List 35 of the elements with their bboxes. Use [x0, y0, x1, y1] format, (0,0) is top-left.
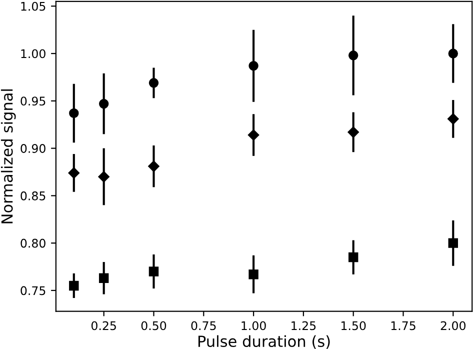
x-tick-label: 1.00	[242, 321, 266, 330]
point	[348, 126, 359, 138]
point	[348, 252, 358, 262]
point	[248, 129, 260, 141]
point	[98, 273, 109, 283]
x-axis-title: Pulse duration (s)	[198, 335, 330, 349]
point	[248, 269, 258, 280]
y-tick-label: 0.75	[20, 286, 46, 296]
x-tick-label: 1.50	[341, 321, 366, 330]
point	[248, 60, 258, 71]
y-tick-label: 0.80	[20, 238, 46, 248]
y-axis-title: Normalized signal	[0, 89, 16, 224]
x-tick-label: 1.25	[292, 321, 316, 330]
point	[448, 48, 458, 58]
x-tick-label: 0.75	[191, 321, 216, 330]
point	[68, 167, 80, 179]
y-tick-label: 0.85	[20, 191, 46, 200]
y-tick-label: 0.90	[20, 144, 46, 153]
x-tick-label: 2.00	[440, 321, 466, 330]
y-tick-label: 0.95	[20, 96, 46, 106]
point	[348, 50, 358, 60]
point	[148, 160, 160, 172]
y-tick-label: 1.05	[21, 2, 46, 11]
point	[448, 238, 458, 248]
point	[69, 108, 79, 118]
x-tick-label: 0.50	[141, 321, 166, 330]
point	[98, 171, 110, 182]
x-tick-label: 1.75	[391, 321, 416, 330]
point	[448, 113, 459, 125]
point	[98, 98, 109, 109]
point	[69, 280, 79, 291]
y-tick-label: 1.00	[21, 49, 46, 58]
x-tick-label: 0.25	[91, 321, 116, 330]
point	[148, 78, 159, 88]
point	[148, 266, 159, 276]
